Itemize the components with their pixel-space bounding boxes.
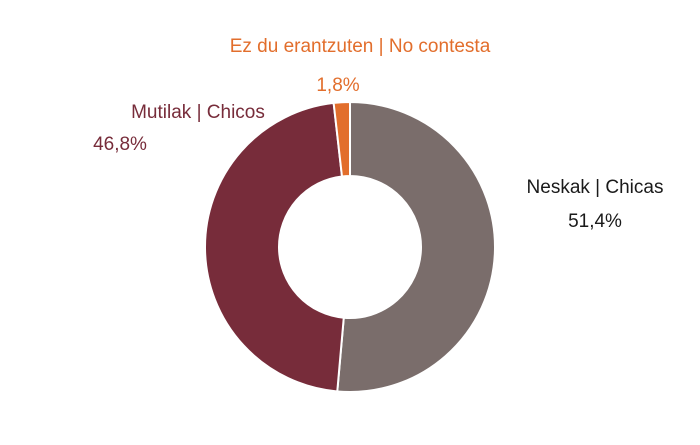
slice-name-mutilak: Mutilak | Chicos <box>131 102 265 123</box>
slice-mutilak <box>204 101 345 393</box>
slice-name-neskak: Neskak | Chicas <box>527 177 664 198</box>
slice-neskak <box>336 100 496 393</box>
slice-value-nocontesta: 1,8% <box>316 75 359 96</box>
slice-value-mutilak: 46,8% <box>93 134 147 155</box>
slice-name-nocontesta: Ez du erantzuten | No contesta <box>230 36 491 57</box>
slice-nocontesta <box>332 100 351 178</box>
slice-value-neskak: 51,4% <box>568 211 622 232</box>
donut-slices <box>204 100 496 393</box>
